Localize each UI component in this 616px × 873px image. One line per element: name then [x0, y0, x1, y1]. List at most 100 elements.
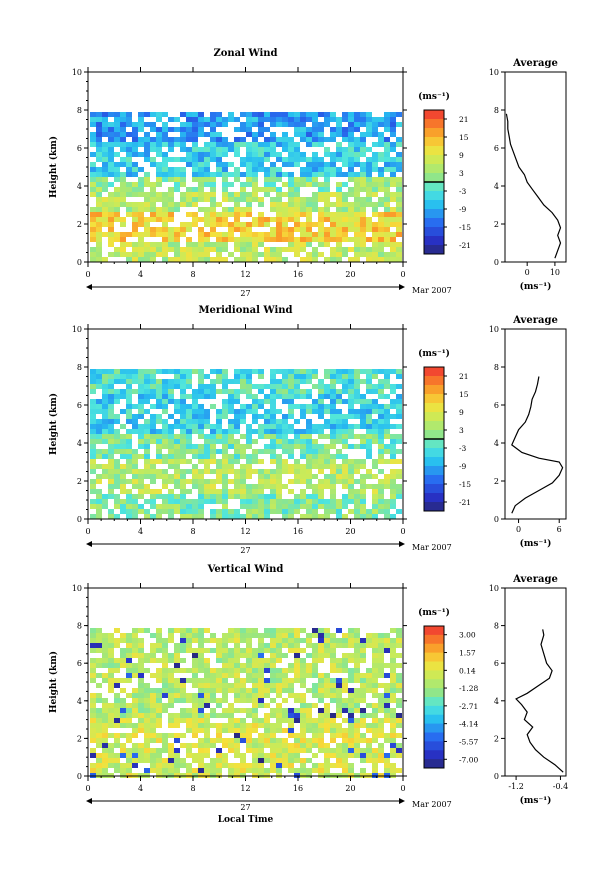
x-tick-label: 16 [293, 270, 303, 279]
heatmap-cells [90, 112, 402, 262]
colorbar-tick-label: 15 [459, 133, 469, 142]
x-tick-label: 0 [85, 270, 90, 279]
colorbar-segment [424, 146, 444, 156]
profile-y-tick-label: 6 [494, 401, 499, 410]
colorbar-segment [424, 475, 444, 485]
profile-y-tick-label: 2 [494, 734, 499, 743]
colorbar-segment [424, 227, 444, 237]
colorbar-unit: (ms⁻¹) [418, 91, 450, 102]
colorbar-tick-label: 9 [459, 151, 464, 160]
profile-x-tick-label: 0 [516, 525, 521, 534]
colorbar-segment [424, 679, 444, 689]
profile-x-tick-label: 0 [525, 268, 530, 277]
colorbar-tick-label: -9 [459, 205, 467, 214]
x-tick-label: 20 [345, 527, 355, 536]
x-tick-label: 0 [400, 527, 405, 536]
colorbar-unit: (ms⁻¹) [418, 348, 450, 359]
colorbar-tick-label: 21 [459, 372, 469, 381]
profile-title: Average [512, 315, 558, 326]
x-tick-label: 4 [138, 527, 143, 536]
colorbar-segment [424, 421, 444, 431]
month-label: Mar 2007 [412, 543, 452, 552]
colorbar-segment [424, 173, 444, 183]
profile-y-tick-label: 8 [494, 106, 499, 115]
month-label: Mar 2007 [412, 286, 452, 295]
colorbar-segment [424, 723, 444, 733]
colorbar-segment [424, 191, 444, 201]
colorbar-segment [424, 705, 444, 716]
x-tick-label: 12 [240, 784, 250, 793]
colorbar-tick-label: -7.00 [459, 755, 478, 764]
y-axis-label: Height (km) [48, 136, 59, 198]
heatmap-cells [90, 628, 402, 778]
profile-y-tick-label: 4 [494, 439, 499, 448]
heatmap-cells [90, 369, 402, 519]
profile-line [515, 629, 564, 773]
y-tick-label: 6 [77, 659, 82, 668]
profile-x-tick-label: -1.2 [508, 782, 523, 791]
y-tick-label: 0 [77, 772, 82, 781]
x-tick-label: 8 [190, 270, 195, 279]
colorbar-segment [424, 493, 444, 503]
x-tick-label: 20 [345, 270, 355, 279]
colorbar-segment [424, 688, 444, 698]
colorbar-tick-label: -15 [459, 223, 471, 232]
x-tick-label: 4 [138, 784, 143, 793]
y-tick-label: 8 [77, 106, 82, 115]
profile-y-tick-label: 8 [494, 363, 499, 372]
y-tick-label: 2 [77, 477, 82, 486]
y-tick-label: 2 [77, 734, 82, 743]
colorbar-segment [424, 200, 444, 210]
y-tick-label: 0 [77, 515, 82, 524]
x-tick-label: 20 [345, 784, 355, 793]
y-tick-label: 4 [77, 182, 82, 191]
date-axis-arrow-left [86, 541, 92, 547]
colorbar-segment [424, 209, 444, 219]
colorbar-segment [424, 119, 444, 129]
profile-y-tick-label: 10 [489, 68, 499, 77]
date-label: 27 [240, 803, 250, 812]
x-tick-label: 0 [85, 527, 90, 536]
colorbar-unit: (ms⁻¹) [418, 607, 450, 618]
y-tick-label: 6 [77, 401, 82, 410]
profile-y-tick-label: 0 [494, 258, 499, 267]
profile-x-label: (ms⁻¹) [520, 538, 552, 549]
colorbar-tick-label: 15 [459, 390, 469, 399]
colorbar-segment [424, 128, 444, 138]
profile-y-tick-label: 2 [494, 477, 499, 486]
date-axis-arrow-left [86, 798, 92, 804]
colorbar-tick-label: 1.57 [459, 649, 476, 658]
colorbar-segment [424, 759, 444, 769]
y-tick-label: 2 [77, 220, 82, 229]
x-tick-label: 4 [138, 270, 143, 279]
colorbar-segment [424, 448, 444, 458]
colorbar-tick-label: -3 [459, 187, 467, 196]
y-tick-label: 8 [77, 363, 82, 372]
profile-y-tick-label: 10 [489, 325, 499, 334]
colorbar-segment [424, 403, 444, 413]
colorbar-tick-label: 3.00 [459, 631, 476, 640]
colorbar-segment [424, 466, 444, 476]
panel-title: Vertical Wind [207, 564, 284, 575]
colorbar-segment [424, 385, 444, 395]
colorbar-segment [424, 245, 444, 255]
colorbar-segment [424, 110, 444, 120]
month-label: Mar 2007 [412, 800, 452, 809]
x-tick-label: 12 [240, 527, 250, 536]
profile-x-tick-label: 10 [550, 268, 560, 277]
colorbar-frame [423, 625, 445, 769]
colorbar-tick-label: -9 [459, 462, 467, 471]
profile-y-tick-label: 4 [494, 697, 499, 706]
profile-title: Average [512, 58, 558, 69]
profile-frame [504, 328, 567, 520]
x-tick-label: 0 [85, 784, 90, 793]
y-tick-label: 4 [77, 439, 82, 448]
colorbar-tick-label: 9 [459, 408, 464, 417]
profile-y-tick-label: 6 [494, 144, 499, 153]
x-tick-label: 0 [400, 784, 405, 793]
x-tick-label: 16 [293, 527, 303, 536]
profile-x-tick-label: -0.4 [553, 782, 568, 791]
y-tick-label: 10 [72, 68, 82, 77]
